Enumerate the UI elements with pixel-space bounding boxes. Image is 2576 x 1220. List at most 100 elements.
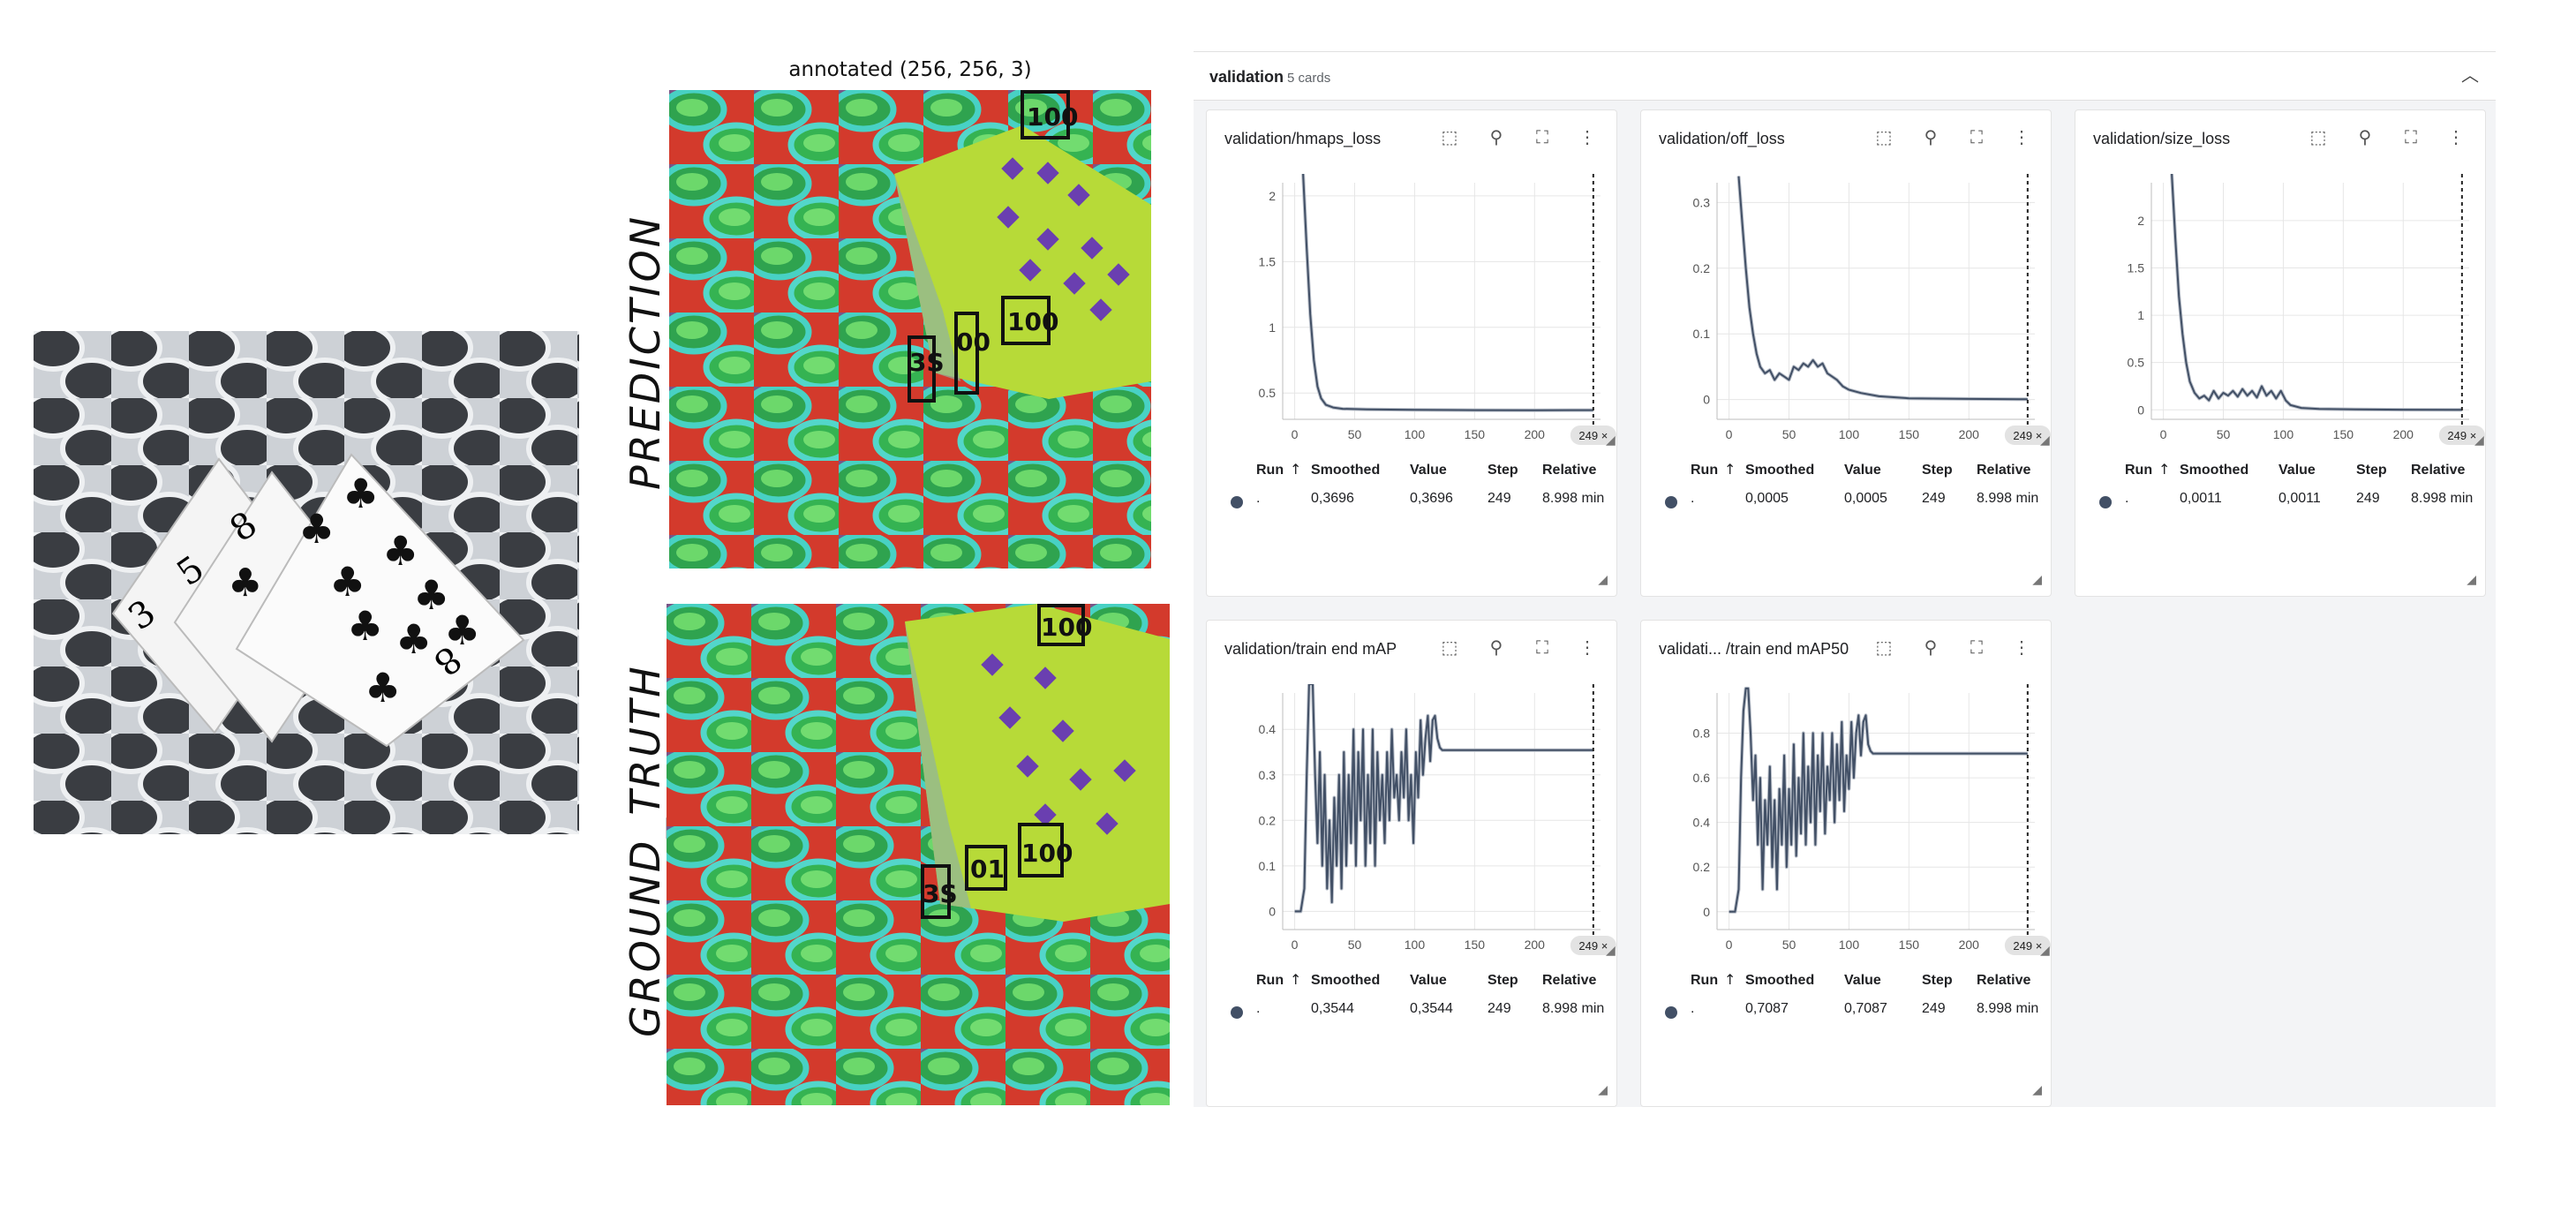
table-header[interactable]: Smoothed [1311,463,1380,478]
fullscreen-icon[interactable]: ⛶ [1536,638,1548,658]
line-chart[interactable]: 0.5 1 1.5 2 0 50 100 150 200 249 ×◢ Run Smoothed Val… [1207,174,1618,573]
card-resize-icon[interactable]: ◢ [2032,1082,2042,1096]
pin-icon[interactable]: ⚲ [2358,128,2372,147]
chart-resize-icon[interactable]: ◢ [2040,433,2050,448]
more-vert-icon[interactable]: ⋮ [1578,128,1596,147]
sort-arrow-up-icon[interactable]: ↑ [1724,971,1736,988]
table-header[interactable]: Run [2125,463,2152,478]
table-header[interactable]: Value [1410,973,1447,988]
table-header[interactable]: Value [2278,463,2316,478]
step-marker-chip[interactable] [2004,936,2051,955]
table-cell-smoothed: 0,0005 [1745,491,1789,506]
more-vert-icon[interactable]: ⋮ [2013,128,2030,147]
step-marker-chip[interactable] [1570,936,1616,955]
x-tick-label: 50 [1348,427,1362,441]
line-chart[interactable]: 0 0.2 0.4 0.6 0.8 0 50 100 150 200 249 ×◢ Run Smooth… [1641,684,2053,1083]
step-marker-chip[interactable] [2004,425,2051,445]
x-tick-label: 100 [1405,427,1426,441]
fit-domain-icon[interactable]: ⬚ [1875,128,1893,147]
table-header[interactable]: Value [1844,463,1881,478]
pin-icon[interactable]: ⚲ [1924,128,1938,147]
pred-box-label: 100 [1007,307,1058,336]
sort-arrow-up-icon[interactable]: ↑ [1290,461,1301,478]
table-header[interactable]: Step [1922,463,1953,478]
playing-cards: 3 5 8 8 ♣♣ ♣ ♣ ♣♣ ♣ ♣♣ ♣ [111,453,525,748]
fit-domain-icon[interactable]: ⬚ [1441,128,1458,147]
line-chart[interactable]: 0 0.1 0.2 0.3 0 50 100 150 200 249 ×◢ Run Smoothed V… [1641,174,2053,573]
table-header[interactable]: Smoothed [1311,973,1380,988]
card-title: validati... /train end mAP50 [1659,640,1849,658]
card-resize-icon[interactable]: ◢ [2032,572,2042,586]
pin-icon[interactable]: ⚲ [1924,638,1938,658]
more-vert-icon[interactable]: ⋮ [2447,128,2465,147]
table-cell-run: . [1691,1001,1694,1016]
step-marker-chip[interactable] [1570,425,1616,445]
chart-resize-icon[interactable]: ◢ [1606,433,1616,448]
sort-arrow-up-icon[interactable]: ↑ [2158,461,2170,478]
y-tick-label: 0.3 [1693,195,1711,209]
table-cell-value: 0,3696 [1410,491,1453,506]
x-tick-label: 150 [1899,938,1920,952]
table-header[interactable]: Relative [2411,463,2465,478]
table-header[interactable]: Relative [1977,463,2030,478]
table-header[interactable]: Step [1488,463,1518,478]
card-resize-icon[interactable]: ◢ [1598,1082,1608,1096]
table-header[interactable]: Smoothed [1745,973,1814,988]
series-line [1729,687,2028,913]
table-header[interactable]: Relative [1977,973,2030,988]
card-resize-icon[interactable]: ◢ [2467,572,2476,586]
x-tick-label: 0 [1726,938,1733,952]
table-header[interactable]: Run [1256,973,1284,988]
chart-resize-icon[interactable]: ◢ [2474,433,2484,448]
fullscreen-icon[interactable]: ⛶ [1536,128,1548,147]
y-tick-label: 2 [1269,189,1276,203]
more-vert-icon[interactable]: ⋮ [2013,638,2030,658]
x-tick-label: 150 [1465,427,1486,441]
fullscreen-icon[interactable]: ⛶ [1970,128,1983,147]
fullscreen-icon[interactable]: ⛶ [1970,638,1983,658]
table-header[interactable]: Relative [1542,973,1596,988]
scalar-card: validation/hmaps_loss ⬚ ⚲ ⛶ ⋮ 0.5 1 1.5 2 0 50 100 1… [1206,109,1617,597]
table-header[interactable]: Step [1488,973,1518,988]
fit-domain-icon[interactable]: ⬚ [1441,638,1458,658]
card-title: validation/hmaps_loss [1224,130,1382,147]
table-header[interactable]: Value [1844,973,1881,988]
table-header[interactable]: Smoothed [1745,463,1814,478]
table-cell-smoothed: 0,0011 [2180,491,2222,506]
sort-arrow-up-icon[interactable]: ↑ [1724,461,1736,478]
section-header[interactable]: validation 5 cards ︿ [1194,51,2496,101]
table-header[interactable]: Run [1691,463,1718,478]
series-line-raw [1736,176,2028,402]
chart-resize-icon[interactable]: ◢ [1606,944,1616,958]
table-cell-value: 0,0011 [2278,491,2321,506]
pin-icon[interactable]: ⚲ [1489,638,1503,658]
series-line [2171,174,2462,411]
y-tick-label: 2 [2137,214,2144,228]
run-color-dot [1231,1006,1243,1019]
table-cell-relative: 8.998 min [1542,491,1604,506]
table-header[interactable]: Step [1922,973,1953,988]
fullscreen-icon[interactable]: ⛶ [2405,128,2417,147]
ground-truth-label: GROUND_TRUTH [621,664,669,1037]
step-marker-chip[interactable] [2438,425,2485,445]
pin-icon[interactable]: ⚲ [1489,128,1503,147]
fit-domain-icon[interactable]: ⬚ [2309,128,2327,147]
line-chart[interactable]: 0 0.5 1 1.5 2 0 50 100 150 200 249 ×◢ Run Smoothed Va… [2075,174,2487,573]
line-chart[interactable]: 0 0.1 0.2 0.3 0.4 0 50 100 150 200 249 ×◢ Run Smooth… [1207,684,1618,1083]
chevron-up-icon[interactable]: ︿ [2461,66,2479,86]
table-cell-step: 249 [2356,491,2380,506]
table-header[interactable]: Run [1256,463,1284,478]
x-tick-label: 200 [1525,938,1546,952]
more-vert-icon[interactable]: ⋮ [1578,638,1596,658]
table-header[interactable]: Value [1410,463,1447,478]
fit-domain-icon[interactable]: ⬚ [1875,638,1893,658]
sort-arrow-up-icon[interactable]: ↑ [1290,971,1301,988]
card-resize-icon[interactable]: ◢ [1598,572,1608,586]
table-header[interactable]: Relative [1542,463,1596,478]
table-header[interactable]: Step [2356,463,2387,478]
table-header[interactable]: Run [1691,973,1718,988]
table-header[interactable]: Smoothed [2180,463,2248,478]
chart-resize-icon[interactable]: ◢ [2040,944,2050,958]
x-tick-label: 50 [2217,427,2231,441]
table-cell-run: . [1256,1001,1260,1016]
